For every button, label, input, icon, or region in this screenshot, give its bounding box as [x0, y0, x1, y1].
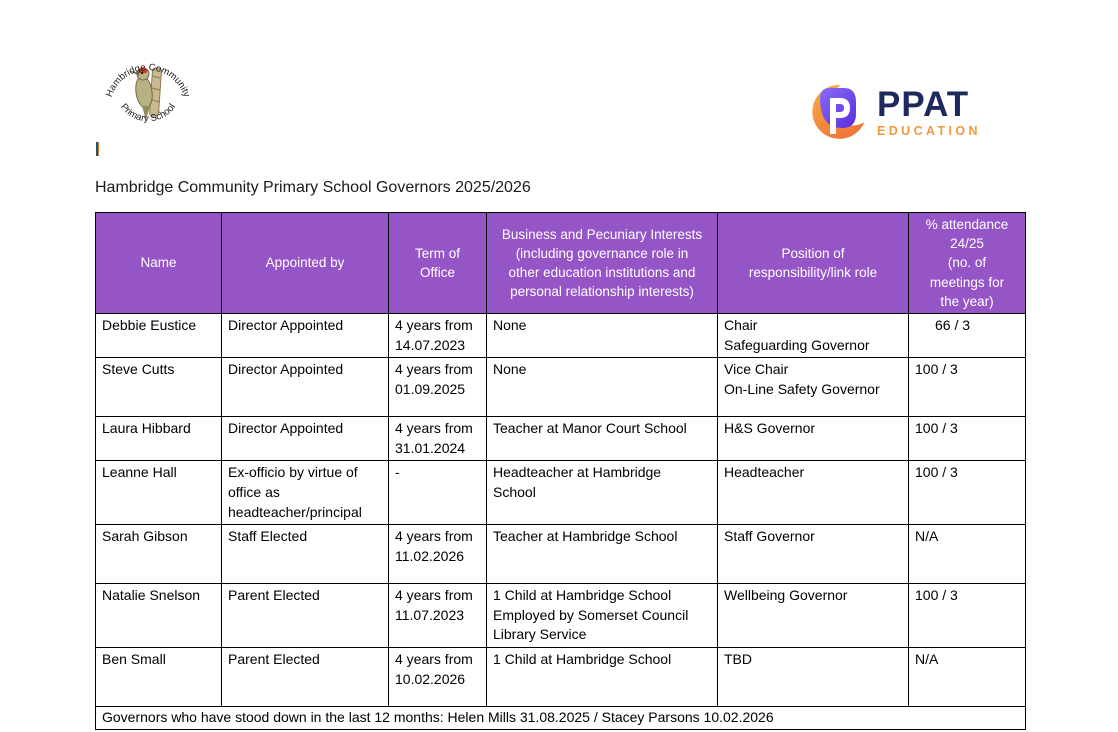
text-cursor-mark	[96, 142, 99, 156]
header-row: Name Appointed by Term of Office Busines…	[95, 212, 1026, 314]
cell-interests: None	[486, 357, 718, 418]
table-footer: Governors who have stood down in the las…	[95, 705, 1026, 730]
governors-table-body: Debbie Eustice Director Appointed 4 years …	[95, 312, 1026, 707]
cell-interests: 1 Child at Hambridge School Employed by …	[486, 583, 718, 648]
cell-position: TBD	[717, 646, 909, 707]
ppat-subtitle: EDUCATION	[877, 124, 981, 139]
cell-position: Chair Safeguarding Governor	[717, 312, 909, 359]
col-header-term-of-office: Term of Office	[388, 212, 487, 314]
cell-attendance: 100 / 3	[908, 583, 1026, 648]
table-row: Debbie Eustice Director Appointed 4 years …	[95, 312, 1026, 359]
cell-position: Vice Chair On-Line Safety Governor	[717, 357, 909, 418]
page-title: Hambridge Community Primary School Gover…	[95, 179, 531, 196]
table-header: Name Appointed by Term of Office Busines…	[95, 212, 1026, 314]
cell-name: Debbie Eustice	[95, 312, 222, 359]
table-row: Leanne Hall Ex-officio by virtue of offic…	[95, 460, 1026, 526]
cell-term: 4 years from 10.02.2026	[388, 646, 487, 707]
cell-appointed-by: Parent Elected	[221, 646, 389, 707]
col-header-attendance: % attendance 24/25 (no. of meetings for …	[908, 212, 1026, 314]
cell-term: 4 years from 31.01.2024	[388, 416, 487, 462]
cell-term: -	[388, 460, 487, 526]
col-header-business-interests: Business and Pecuniary Interests (includ…	[486, 212, 718, 314]
table-row: Steve Cutts Director Appointed 4 years fro…	[95, 357, 1026, 418]
cell-attendance: N/A	[908, 524, 1026, 585]
cell-position: Wellbeing Governor	[717, 583, 909, 648]
ppat-logo-text: PPAT EDUCATION	[877, 84, 981, 139]
cell-interests: Headteacher at Hambridge School	[486, 460, 718, 526]
cell-name: Ben Small	[95, 646, 222, 707]
cell-appointed-by: Director Appointed	[221, 312, 389, 359]
cell-attendance: N/A	[908, 646, 1026, 707]
cell-attendance: 100 / 3	[908, 460, 1026, 526]
school-logo: Hambridge Community Primary School	[104, 62, 192, 124]
cell-name: Steve Cutts	[95, 357, 222, 418]
cell-appointed-by: Parent Elected	[221, 583, 389, 648]
col-header-appointed-by: Appointed by	[221, 212, 389, 314]
cell-appointed-by: Staff Elected	[221, 524, 389, 585]
cell-interests: Teacher at Hambridge School	[486, 524, 718, 585]
cell-name: Sarah Gibson	[95, 524, 222, 585]
cell-name: Leanne Hall	[95, 460, 222, 526]
cell-term: 4 years from 11.07.2023	[388, 583, 487, 648]
cell-interests: Teacher at Manor Court School	[486, 416, 718, 462]
cell-position: Staff Governor	[717, 524, 909, 585]
cell-appointed-by: Ex-officio by virtue of office as headte…	[221, 460, 389, 526]
woodpecker-icon	[128, 67, 153, 120]
cell-position: Headteacher	[717, 460, 909, 526]
table-row: Sarah Gibson Staff Elected 4 years from 11…	[95, 524, 1026, 585]
col-header-name: Name	[95, 212, 222, 314]
col-header-position: Position of responsibility/link role	[717, 212, 909, 314]
cell-interests: None	[486, 312, 718, 359]
ppat-name: PPAT	[877, 84, 970, 124]
cell-attendance: 100 / 3	[908, 357, 1026, 418]
ppat-logo: PPAT EDUCATION	[812, 84, 981, 142]
cell-position: H&S Governor	[717, 416, 909, 462]
cell-name: Laura Hibbard	[95, 416, 222, 462]
cell-attendance: 100 / 3	[908, 416, 1026, 462]
cell-term: 4 years from 11.02.2026	[388, 524, 487, 585]
footer-row: Governors who have stood down in the las…	[95, 705, 1026, 730]
governors-table: Name Appointed by Term of Office Busines…	[95, 212, 1026, 730]
stood-down-note: Governors who have stood down in the las…	[95, 705, 1026, 730]
table-row: Laura Hibbard Director Appointed 4 years f…	[95, 416, 1026, 462]
ppat-logo-icon	[812, 84, 865, 139]
cell-term: 4 years from 01.09.2025	[388, 357, 487, 418]
cell-appointed-by: Director Appointed	[221, 416, 389, 462]
table-row: Ben Small Parent Elected 4 years from 10.0…	[95, 646, 1026, 707]
table-row: Natalie Snelson Parent Elected 4 years fro…	[95, 583, 1026, 648]
cell-interests: 1 Child at Hambridge School	[486, 646, 718, 707]
cell-attendance: 66 / 3	[908, 312, 1026, 359]
cell-name: Natalie Snelson	[95, 583, 222, 648]
cell-appointed-by: Director Appointed	[221, 357, 389, 418]
cell-term: 4 years from 14.07.2023	[388, 312, 487, 359]
